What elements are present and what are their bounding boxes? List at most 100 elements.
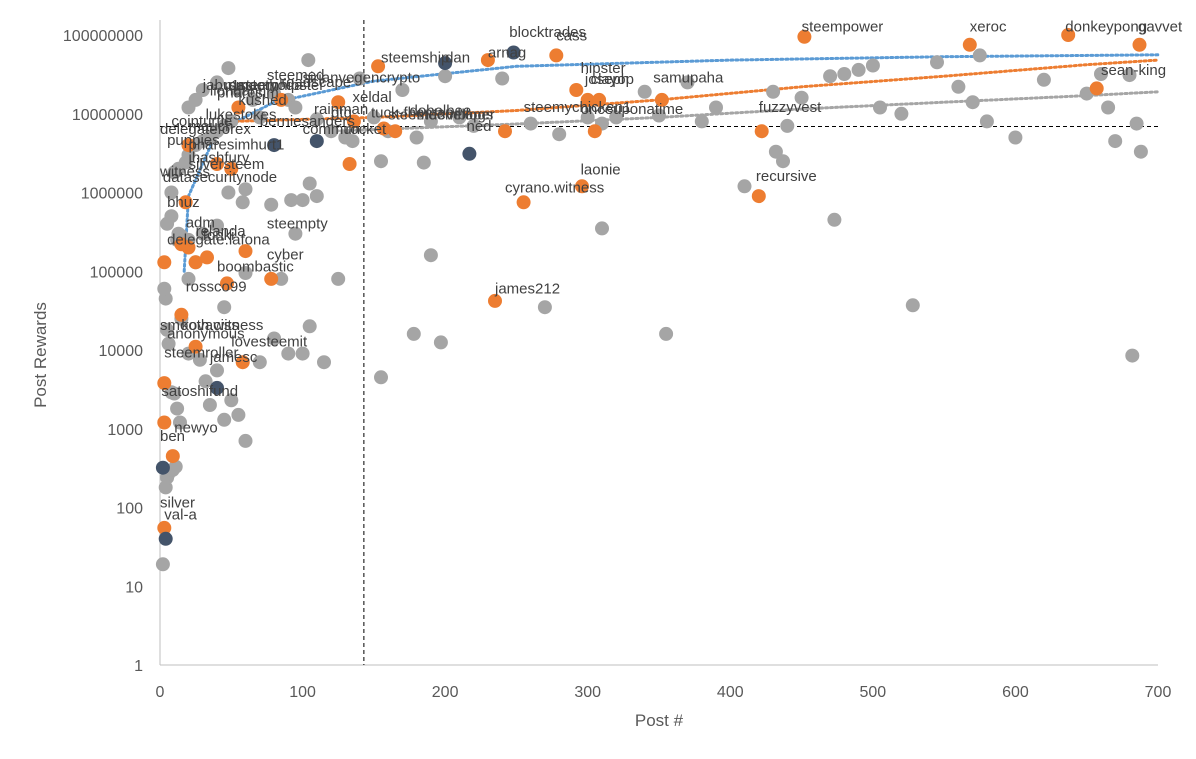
gray-point: [202, 398, 217, 412]
point-label: joseph: [584, 71, 629, 88]
point-label: cyber: [267, 247, 304, 264]
gray-point: [1094, 67, 1108, 81]
gray-point: [231, 83, 246, 97]
point-label: berniesanders: [260, 113, 355, 130]
gray-point: [155, 557, 170, 572]
gray-point: [252, 110, 267, 125]
gray-point: [267, 331, 282, 346]
y-tick-label: 10000: [99, 343, 144, 360]
gray-point: [295, 193, 310, 208]
point-label: onceuponatime: [581, 101, 684, 118]
gray-point: [652, 108, 666, 123]
gray-point: [452, 110, 467, 125]
gray-point: [217, 300, 232, 315]
trendline: [229, 58, 1160, 123]
point-label: xeldal: [353, 89, 392, 106]
gray-point: [780, 118, 795, 133]
point-label: smooth: [228, 77, 277, 94]
gray-point: [281, 346, 296, 361]
navy-point: [267, 138, 282, 153]
gray-point: [1108, 134, 1123, 149]
gray-point: [659, 326, 674, 341]
gray-point: [288, 100, 303, 115]
point-label: delegate.lafona: [167, 231, 270, 248]
gray-point: [416, 155, 431, 170]
gray-point: [423, 248, 438, 263]
point-label: cointurtle: [171, 113, 232, 130]
gray-point: [157, 281, 172, 296]
point-label: liondani: [210, 83, 262, 100]
gray-point: [905, 298, 920, 313]
orange-point: [188, 339, 203, 354]
point-label: rocket: [345, 121, 387, 138]
gray-point: [374, 370, 388, 385]
point-label: newyo: [174, 419, 217, 436]
gray-point: [198, 374, 213, 389]
gray-point: [161, 336, 176, 351]
orange-point: [580, 92, 595, 107]
gray-point: [951, 79, 966, 94]
point-label: samupaha: [653, 69, 724, 86]
point-label: witness: [159, 163, 210, 180]
point-label: pharesim: [217, 85, 279, 102]
point-label: sirianvegencrypto: [303, 69, 421, 86]
gray-point: [776, 154, 790, 169]
gray-point: [195, 83, 210, 97]
gray-point: [409, 130, 424, 145]
gray-point: [238, 433, 253, 448]
gray-point: [221, 61, 236, 76]
gray-point: [352, 71, 367, 86]
orange-point: [264, 271, 279, 286]
gray-point: [324, 124, 339, 139]
gray-point: [523, 116, 538, 131]
x-tick-label: 700: [1145, 684, 1172, 701]
gray-point: [466, 118, 481, 133]
point-label: dobelbee: [410, 103, 472, 120]
orange-point: [178, 195, 193, 210]
point-label: kushed: [238, 92, 286, 109]
gray-point: [195, 226, 210, 241]
gray-point: [1122, 68, 1137, 83]
point-label: steemship: [381, 49, 449, 66]
gray-point: [580, 110, 595, 125]
gray-point: [609, 110, 624, 125]
gray-point: [224, 114, 239, 129]
x-tick-label: 600: [1002, 684, 1029, 701]
y-tick-label: 1000000: [81, 186, 143, 203]
gray-point: [737, 179, 752, 194]
orange-point: [376, 121, 391, 136]
y-tick-label: 10: [125, 579, 143, 596]
point-label: anonymous: [167, 326, 245, 343]
orange-point: [575, 179, 589, 194]
point-label: pharesimhurt1: [189, 137, 285, 154]
point-label: gtg: [331, 104, 352, 121]
y-tick-label: 100000: [90, 264, 143, 281]
point-label: fuzzyvest: [759, 99, 822, 116]
point-label: kovaciss: [181, 317, 239, 334]
y-tick-label: 1000: [107, 422, 143, 439]
gray-point: [423, 114, 438, 129]
gray-point: [217, 412, 232, 427]
point-label: delegateforex: [160, 121, 251, 138]
data-points: [155, 28, 1148, 572]
navy-point: [155, 460, 170, 475]
point-label: gavvet: [1138, 19, 1183, 36]
navy-point: [210, 380, 224, 395]
gray-point: [170, 401, 185, 416]
orange-point: [962, 37, 977, 52]
point-label: relanda: [196, 223, 247, 240]
gray-point: [284, 193, 299, 208]
orange-point: [224, 161, 239, 176]
orange-point: [587, 124, 602, 139]
gray-point: [164, 209, 179, 224]
gray-point: [680, 75, 695, 90]
orange-point: [174, 307, 189, 322]
gray-point: [210, 218, 224, 233]
point-label: steemychicken1: [524, 99, 632, 116]
point-label: laonie: [581, 161, 621, 178]
gray-point: [302, 319, 317, 334]
point-label: bhuz: [167, 194, 200, 211]
point-label: recursive: [756, 168, 817, 185]
orange-point: [181, 138, 196, 153]
orange-point: [231, 100, 246, 115]
